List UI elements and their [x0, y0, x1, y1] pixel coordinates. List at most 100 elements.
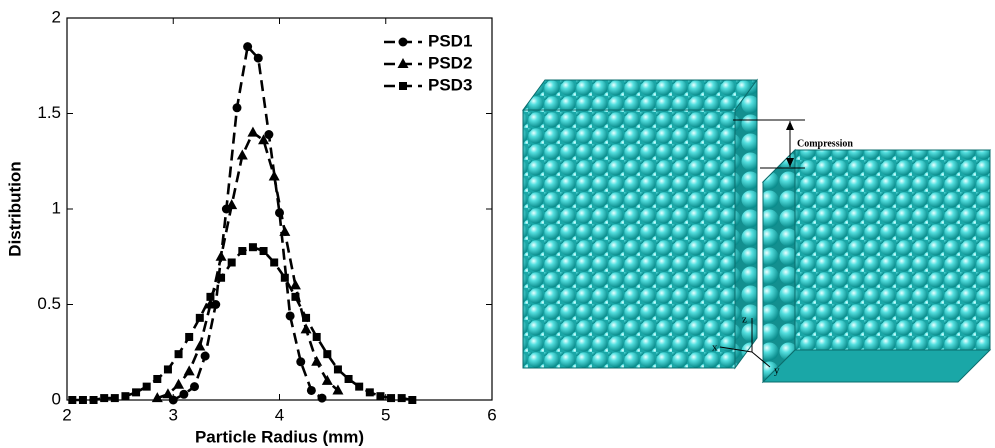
- marker: [215, 250, 227, 261]
- marker: [110, 394, 119, 403]
- legend-marker: [398, 37, 408, 47]
- packing-illustration: Compression z x y: [522, 78, 992, 384]
- marker: [253, 53, 263, 63]
- cube-top: [522, 79, 758, 111]
- marker: [285, 311, 295, 321]
- marker: [132, 388, 141, 397]
- y-tick-label: 2: [52, 7, 61, 26]
- marker: [302, 313, 311, 322]
- marker: [100, 394, 109, 403]
- marker: [306, 385, 316, 395]
- marker: [376, 392, 385, 401]
- marker: [268, 170, 280, 181]
- arrow-head: [786, 158, 794, 167]
- marker: [323, 350, 332, 359]
- line: [172, 43, 323, 402]
- legend-marker: [397, 58, 409, 68]
- marker: [200, 351, 210, 361]
- marker: [179, 389, 189, 399]
- x-tick-label: 6: [487, 405, 496, 424]
- marker: [194, 340, 206, 351]
- marker: [190, 382, 199, 392]
- marker: [195, 313, 204, 322]
- x-axis-label: Particle Radius (mm): [195, 427, 364, 446]
- marker: [78, 396, 87, 404]
- marker: [236, 149, 248, 160]
- marker: [174, 350, 183, 359]
- marker: [321, 374, 333, 385]
- cube-bottom: [761, 349, 992, 383]
- marker: [227, 258, 236, 267]
- marker: [270, 258, 279, 267]
- marker: [258, 134, 270, 145]
- cube-front: [794, 149, 991, 351]
- marker: [355, 382, 364, 391]
- x-tick-label: 2: [62, 405, 71, 424]
- marker: [311, 355, 323, 366]
- marker: [291, 292, 300, 301]
- legend-label: PSD3: [428, 75, 472, 94]
- axis-label: x: [712, 342, 718, 354]
- axis-label: y: [774, 365, 780, 377]
- marker: [300, 323, 312, 334]
- marker: [332, 384, 344, 395]
- x-tick-label: 3: [169, 405, 178, 424]
- marker: [185, 332, 194, 341]
- marker: [289, 279, 301, 290]
- marker: [243, 42, 253, 52]
- marker: [173, 378, 185, 389]
- cube-side: [762, 148, 796, 384]
- marker: [121, 392, 130, 401]
- marker: [162, 388, 174, 399]
- marker: [68, 396, 77, 404]
- marker: [264, 130, 274, 140]
- marker: [238, 247, 247, 256]
- arrow-head: [786, 121, 794, 130]
- marker: [217, 273, 226, 282]
- axis-label: z: [742, 314, 747, 326]
- marker: [317, 393, 327, 403]
- marker: [206, 292, 215, 301]
- x-tick-label: 5: [381, 405, 390, 424]
- marker: [153, 374, 162, 383]
- marker: [204, 298, 216, 309]
- y-tick-label: 1: [52, 198, 61, 217]
- legend-marker: [399, 82, 407, 90]
- axis-y: [751, 351, 771, 368]
- marker: [279, 225, 291, 236]
- marker: [365, 388, 374, 397]
- x-tick-label: 4: [275, 405, 284, 424]
- marker: [408, 396, 417, 404]
- line: [156, 130, 339, 400]
- legend-label: PSD2: [428, 53, 472, 72]
- y-tick-label: 1.5: [37, 103, 61, 122]
- marker: [280, 273, 289, 282]
- marker: [163, 365, 172, 374]
- marker: [151, 392, 163, 403]
- marker: [248, 243, 257, 252]
- marker: [232, 103, 242, 113]
- marker: [387, 394, 396, 403]
- y-tick-label: 0.5: [37, 294, 61, 313]
- y-axis-label: Distribution: [5, 161, 24, 256]
- y-tick-label: 0: [52, 389, 61, 408]
- marker: [312, 332, 321, 341]
- axis-x: [719, 346, 753, 353]
- cube-front: [522, 109, 736, 369]
- marker: [333, 365, 342, 374]
- marker: [89, 396, 98, 404]
- line: [72, 245, 413, 402]
- marker: [344, 374, 353, 383]
- marker: [226, 199, 238, 210]
- chart: 2 3 4 5 6 0 0.5 1 1.5 2 Particle Radius (mm) Distri…: [5, 7, 496, 446]
- legend-label: PSD1: [428, 31, 472, 50]
- marker: [183, 365, 195, 376]
- marker: [142, 382, 151, 391]
- marker: [259, 247, 268, 256]
- marker: [397, 394, 406, 403]
- marker: [247, 126, 259, 137]
- annotation: Compression: [797, 138, 853, 149]
- marker: [296, 357, 306, 367]
